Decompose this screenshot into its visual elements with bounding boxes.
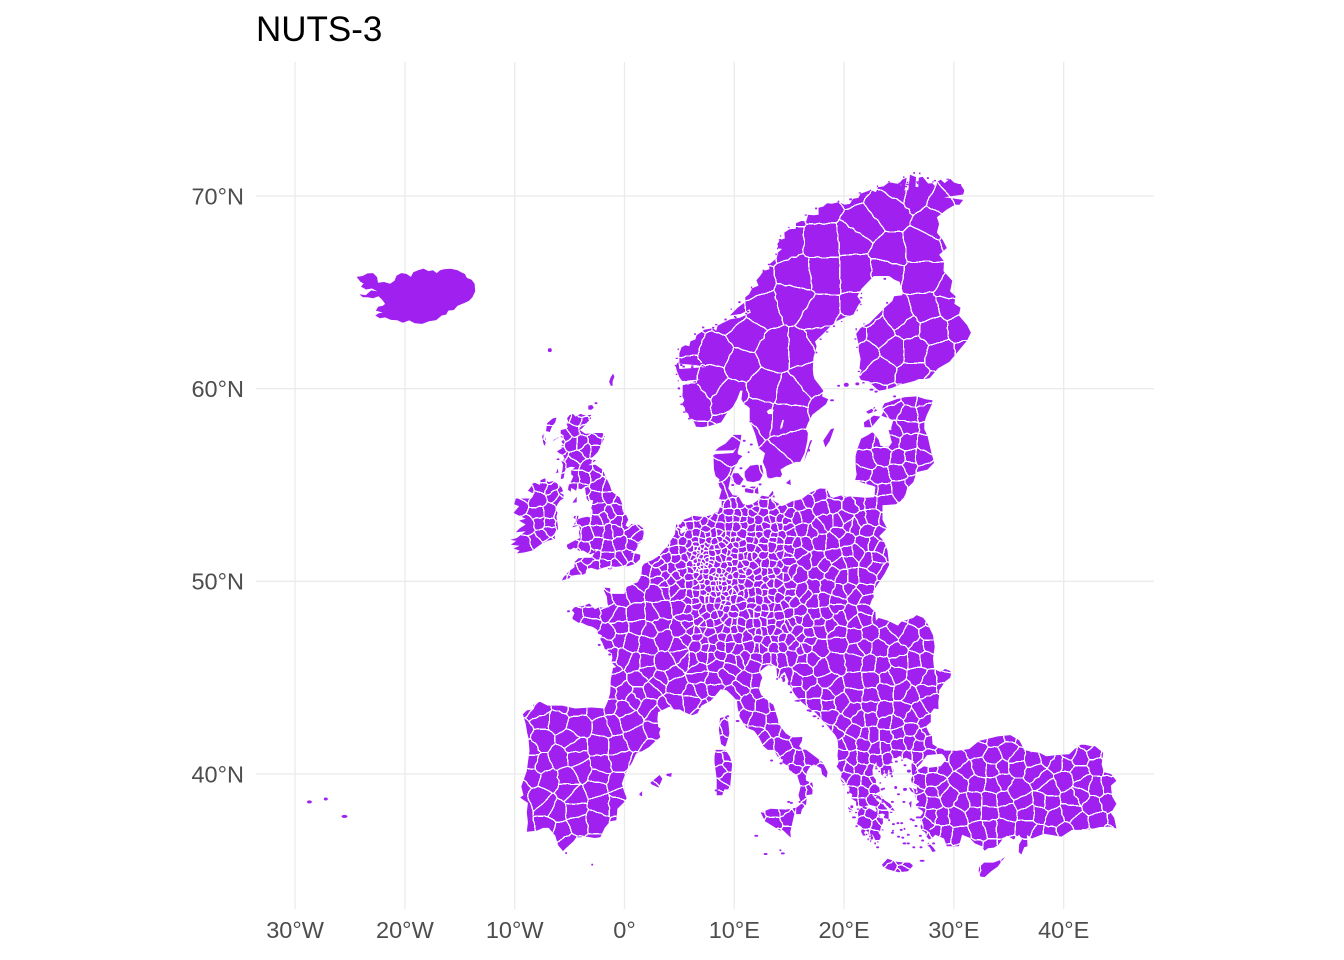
svg-text:40°E: 40°E [1038, 917, 1089, 943]
svg-text:20°W: 20°W [376, 917, 435, 943]
svg-text:30°W: 30°W [266, 917, 325, 943]
svg-text:30°E: 30°E [928, 917, 979, 943]
svg-text:20°E: 20°E [818, 917, 869, 943]
svg-text:40°N: 40°N [191, 761, 244, 787]
svg-text:70°N: 70°N [191, 183, 244, 209]
svg-text:10°W: 10°W [486, 917, 545, 943]
svg-text:60°N: 60°N [191, 376, 244, 402]
svg-text:NUTS-3: NUTS-3 [256, 10, 382, 49]
svg-text:50°N: 50°N [191, 569, 244, 595]
svg-text:0°: 0° [613, 917, 635, 943]
svg-text:10°E: 10°E [709, 917, 760, 943]
